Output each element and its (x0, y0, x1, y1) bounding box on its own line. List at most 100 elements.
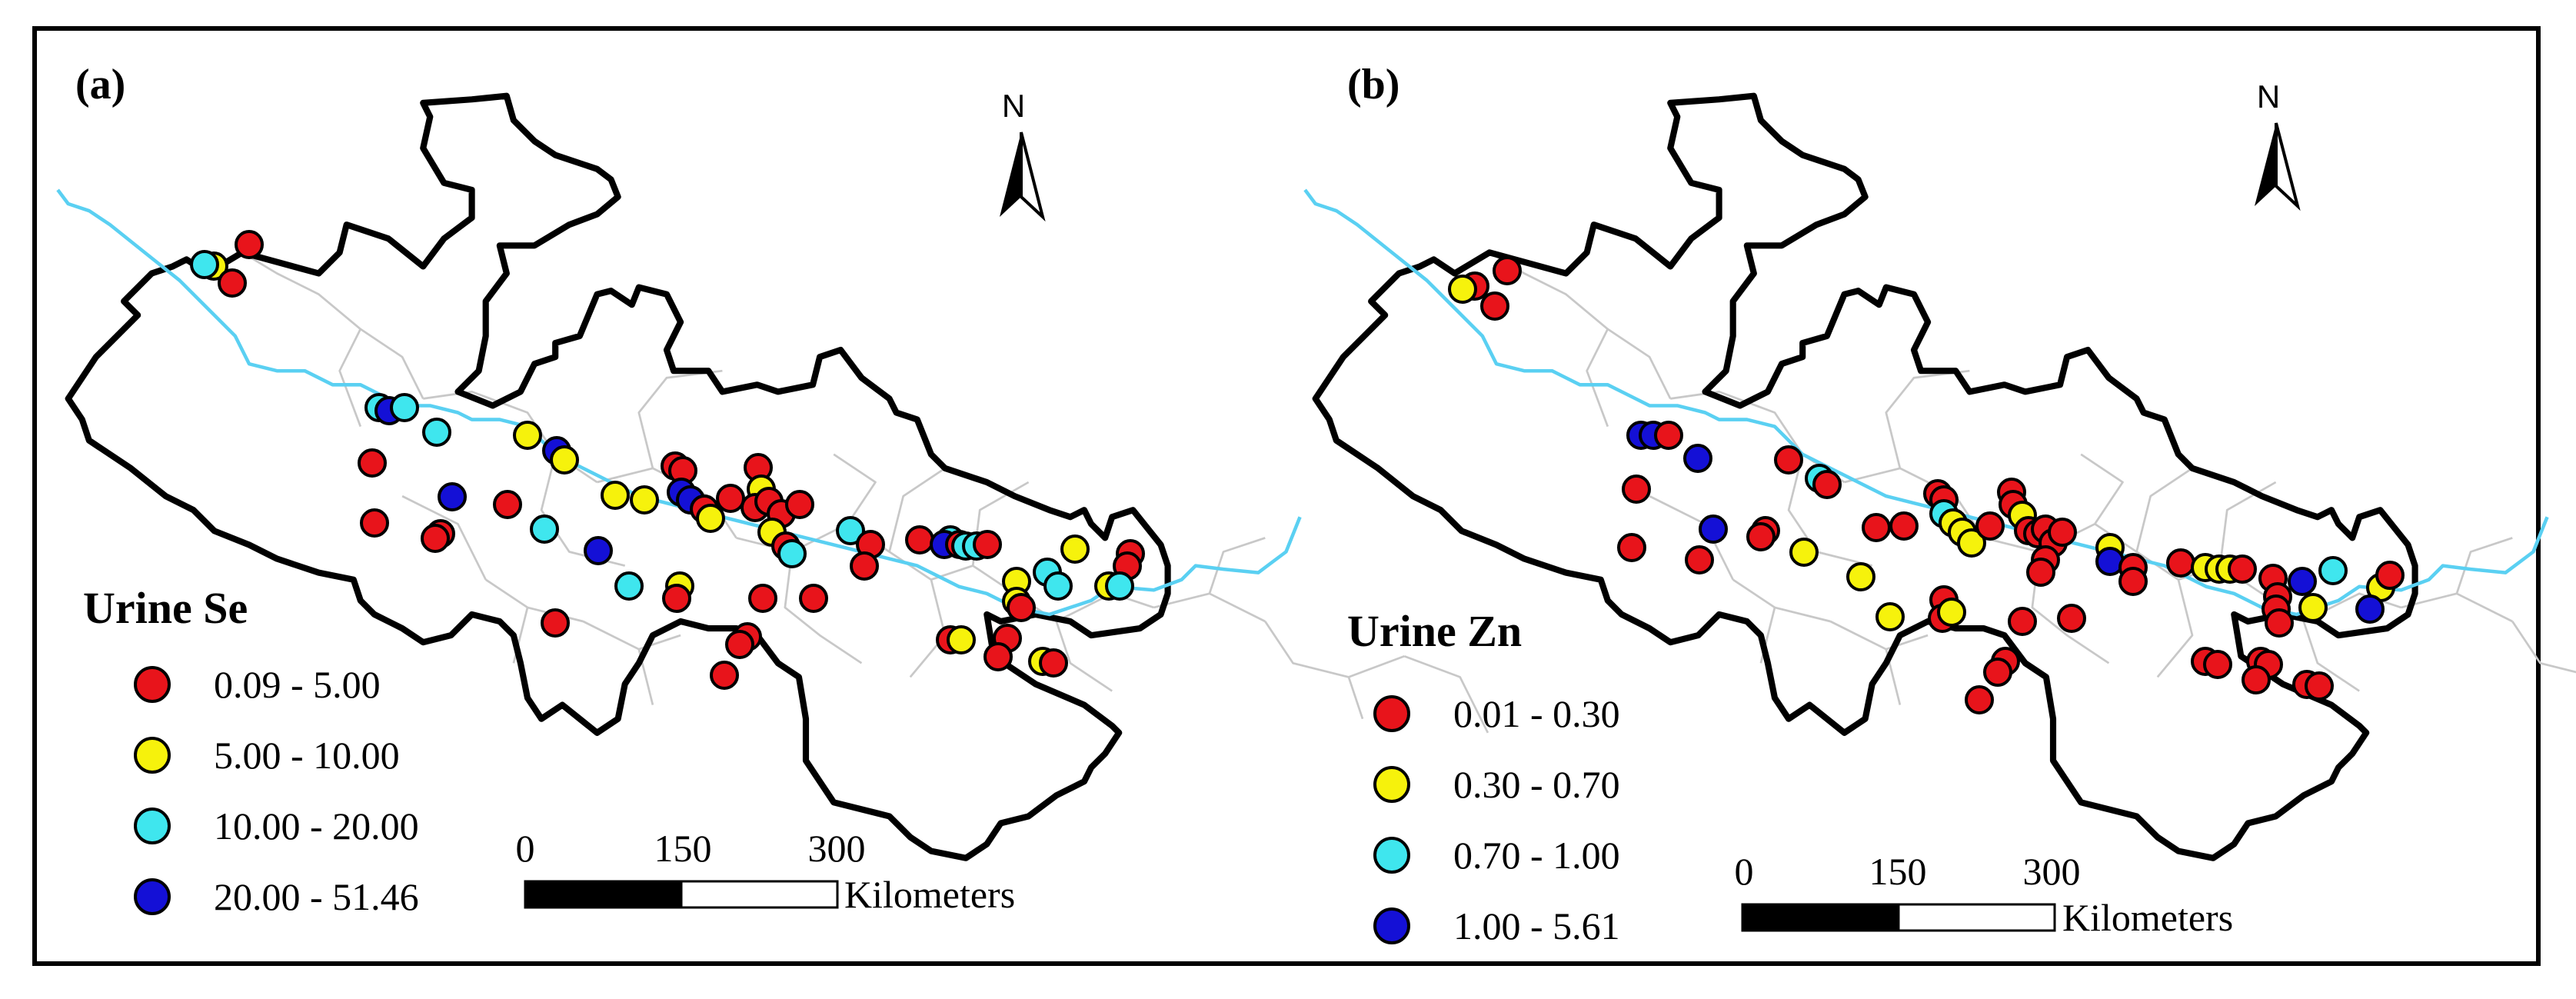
sample-point-blue (2288, 567, 2317, 596)
legend-a: 0.09 - 5.00 5.00 - 10.00 10.00 - 20.00 20.0… (134, 663, 419, 918)
sample-point-red (2265, 608, 2294, 638)
scale-segment-white (1897, 903, 2056, 932)
scale-bar-b: 0 150 300 Kilometers (1735, 850, 2234, 939)
scale-tick-300: 300 (808, 827, 866, 870)
sample-point-yellow (1957, 528, 1986, 558)
legend-title: Urine Se (83, 583, 248, 633)
sample-point-red (421, 524, 450, 553)
sample-point-red (493, 490, 522, 519)
north-arrow-left-icon (1000, 132, 1021, 217)
sample-point-yellow (513, 421, 542, 450)
legend-swatch-yellow (1373, 766, 1410, 803)
sample-point-red (2375, 561, 2405, 590)
legend-title: Urine Zn (1347, 606, 1522, 656)
sample-point-red (360, 508, 389, 538)
sample-point-yellow (630, 485, 659, 514)
panel-label: (a) (75, 61, 125, 108)
legend-swatch-blue (1373, 907, 1410, 944)
legend-label: 5.00 - 10.00 (214, 734, 400, 777)
sample-point-red (358, 448, 387, 478)
sample-point-red (1862, 513, 1891, 542)
sample-points-a (190, 230, 1145, 690)
sample-point-red (2008, 607, 2037, 636)
sample-point-red (2057, 604, 2086, 633)
sample-point-red (725, 630, 754, 659)
sample-point-red (2305, 671, 2334, 701)
sample-point-cyan (614, 571, 644, 601)
sample-point-red (1983, 658, 2012, 687)
sample-point-cyan (530, 514, 559, 544)
sample-point-red (235, 230, 264, 259)
sample-points-b (1448, 256, 2405, 714)
sample-point-red (218, 268, 247, 298)
scale-tick-150: 150 (1869, 850, 1927, 893)
sample-point-cyan (1105, 571, 1134, 601)
sample-point-red (716, 484, 745, 513)
sample-point-blue (2355, 594, 2385, 624)
sample-point-red (2048, 518, 2077, 547)
panel-label: (b) (1347, 61, 1399, 108)
sample-point-red (2166, 548, 2195, 578)
legend-swatch-blue (134, 878, 171, 915)
sample-point-yellow (1448, 275, 1477, 304)
figure-frame (32, 26, 2541, 966)
sample-point-cyan (390, 393, 419, 422)
sample-point-cyan (777, 539, 807, 568)
sample-point-red (1007, 593, 1036, 622)
sample-point-red (983, 642, 1013, 671)
scale-tick-0: 0 (516, 827, 535, 870)
sample-point-red (2242, 665, 2271, 694)
sample-point-blue (1699, 514, 1728, 544)
sample-point-red (1617, 533, 1646, 562)
sample-point-red (1975, 511, 2005, 541)
sample-point-yellow (1846, 562, 1875, 591)
legend-swatch-red (1373, 695, 1410, 732)
scale-unit: Kilometers (844, 873, 1015, 916)
sample-point-red (710, 661, 739, 690)
legend-label: 20.00 - 51.46 (214, 875, 419, 918)
legend-b: 0.01 - 0.30 0.30 - 0.70 0.70 - 1.00 1.00 - … (1373, 692, 1620, 947)
sample-point-red (1774, 445, 1803, 475)
sample-point-cyan (2318, 556, 2348, 585)
sample-point-red (799, 584, 828, 613)
sample-point-cyan (1043, 571, 1073, 601)
sample-point-red (1812, 470, 1842, 499)
sample-point-red (541, 608, 570, 638)
sample-point-blue (584, 536, 613, 565)
legend-label: 0.09 - 5.00 (214, 663, 381, 706)
sample-point-red (1493, 256, 1522, 285)
north-label: N (1002, 88, 1025, 124)
north-arrow-right-icon (1020, 132, 1046, 222)
sample-point-yellow (1937, 598, 1966, 627)
sample-point-red (850, 551, 879, 581)
north-label: N (2257, 78, 2280, 115)
legend-swatch-yellow (134, 737, 171, 774)
sample-point-cyan (422, 418, 451, 447)
scale-segment-black (524, 880, 683, 909)
sample-point-red (1889, 511, 1919, 541)
sample-point-red (905, 525, 934, 554)
sample-point-yellow (2298, 593, 2328, 622)
legend-swatch-red (134, 666, 171, 703)
sample-point-yellow (550, 445, 579, 475)
scale-segment-black (1741, 903, 1900, 932)
north-arrow: N (2255, 78, 2301, 211)
scale-tick-0: 0 (1735, 850, 1754, 893)
sample-point-red (1039, 648, 1068, 678)
panel-a: (a) N Urine Se 0.09 - 5.00 5.00 - 10.00 10… (58, 61, 1488, 918)
sample-point-red (1622, 475, 1651, 504)
sample-point-blue (438, 482, 467, 511)
scale-tick-150: 150 (654, 827, 712, 870)
sample-point-yellow (696, 504, 725, 533)
scale-tick-300: 300 (2023, 850, 2081, 893)
sample-point-cyan (836, 516, 865, 545)
north-arrow: N (1000, 88, 1046, 222)
sample-point-cyan (190, 250, 219, 279)
sample-point-yellow (1060, 534, 1090, 564)
sample-point-red (2026, 558, 2055, 587)
scale-segment-white (680, 880, 839, 909)
legend-label: 0.30 - 0.70 (1453, 763, 1620, 806)
sample-point-red (1480, 291, 1509, 321)
sample-point-blue (1683, 444, 1712, 473)
